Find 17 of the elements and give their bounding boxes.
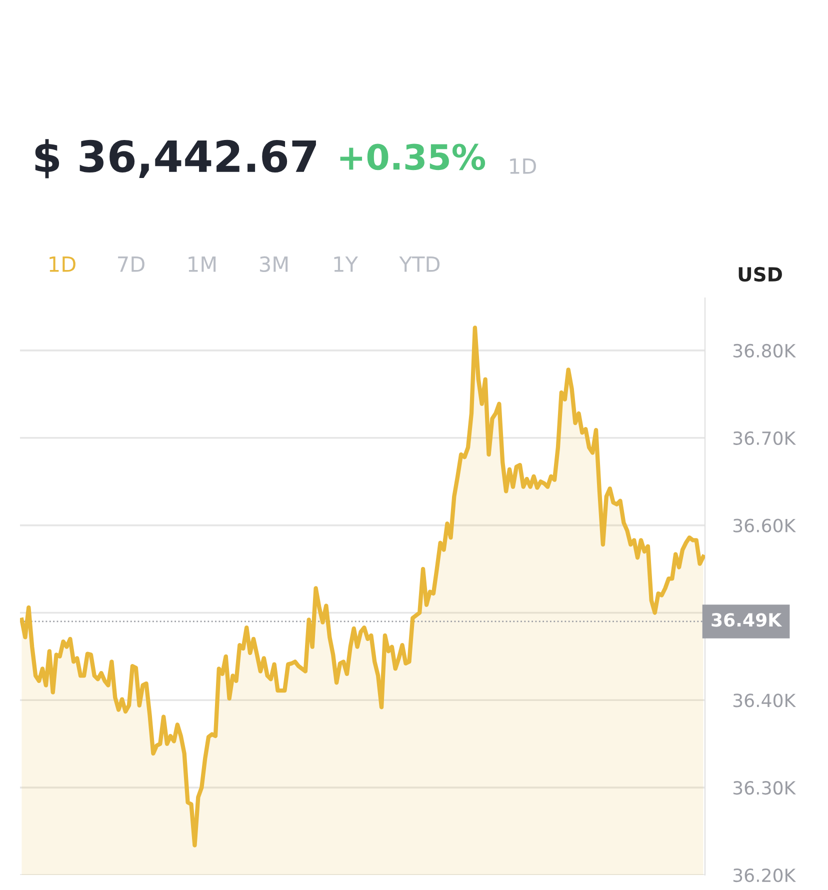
text: YTD bbox=[399, 256, 440, 272]
y-tick-label: 36.60K bbox=[733, 518, 796, 532]
text: 1D bbox=[510, 158, 536, 174]
chart-subtitle: +0.35% bbox=[340, 144, 486, 170]
y-tick-label: 36.80K bbox=[733, 344, 796, 358]
y-tick-label: 36.30K bbox=[733, 781, 796, 795]
y-tick-label: 36.20K bbox=[733, 868, 796, 882]
ref-line-label: 36.49K bbox=[712, 613, 782, 627]
chart-title: $ 36,442.67 bbox=[35, 139, 316, 178]
text: 1D bbox=[50, 256, 76, 272]
text: 1M bbox=[188, 256, 216, 272]
y-tick-label: 36.40K bbox=[733, 694, 796, 708]
text: 1Y bbox=[334, 256, 358, 272]
text: 3M bbox=[260, 256, 288, 272]
y-tick-label: 36.70K bbox=[733, 431, 796, 445]
text: 7D bbox=[118, 256, 144, 272]
y-axis-title: USD bbox=[738, 266, 782, 282]
